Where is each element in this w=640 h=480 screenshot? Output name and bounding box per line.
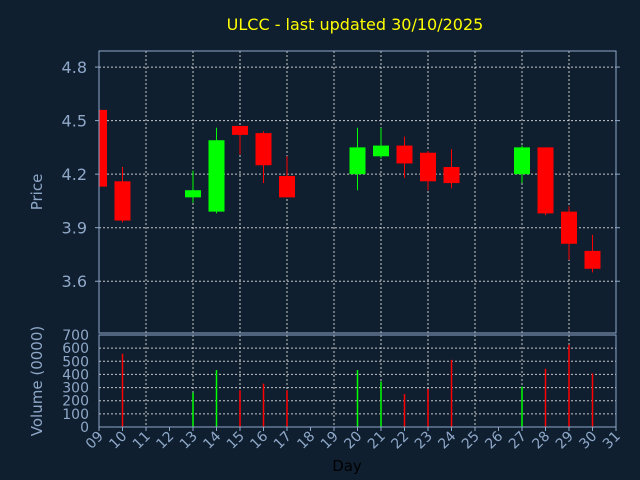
candle-body bbox=[232, 125, 248, 135]
candle-body bbox=[514, 147, 530, 175]
volume-tick-label: 300 bbox=[62, 381, 89, 397]
candle-body bbox=[420, 152, 436, 182]
candle-body bbox=[208, 140, 225, 212]
chart-title: ULCC - last updated 30/10/2025 bbox=[227, 15, 484, 34]
volume-axis-label: Volume (0000) bbox=[28, 326, 46, 436]
y-tick-label: 4.2 bbox=[62, 165, 87, 184]
candle-body bbox=[114, 181, 131, 221]
volume-tick-label: 600 bbox=[62, 341, 89, 357]
candle-body bbox=[396, 145, 413, 164]
candles bbox=[98, 109, 601, 273]
volume-tick-label: 700 bbox=[62, 328, 89, 344]
y-tick-label: 3.6 bbox=[62, 272, 87, 291]
y-axis-label: Price bbox=[28, 174, 46, 211]
candle-body bbox=[443, 167, 460, 184]
candle-body bbox=[99, 109, 107, 187]
price-panel-frame bbox=[98, 50, 617, 334]
volume-tick-label: 100 bbox=[62, 407, 89, 423]
volume-bars bbox=[121, 344, 594, 427]
candle-body bbox=[584, 250, 601, 269]
x-axis-label: Day bbox=[332, 457, 362, 475]
volume-tick-label: 200 bbox=[62, 394, 89, 410]
candle-body bbox=[349, 147, 366, 175]
volume-tick-label: 0 bbox=[80, 420, 89, 436]
candle-body bbox=[279, 175, 295, 198]
candle-body bbox=[561, 211, 577, 244]
candle-body bbox=[373, 145, 389, 157]
volume-tick-label: 400 bbox=[62, 367, 89, 383]
candle-body bbox=[537, 147, 554, 214]
candle-body bbox=[255, 133, 272, 166]
y-tick-label: 3.9 bbox=[62, 219, 87, 238]
candle-body bbox=[185, 190, 201, 198]
y-tick-label: 4.8 bbox=[62, 58, 87, 77]
volume-tick-label: 500 bbox=[62, 354, 89, 370]
y-tick-label: 4.5 bbox=[62, 112, 87, 131]
